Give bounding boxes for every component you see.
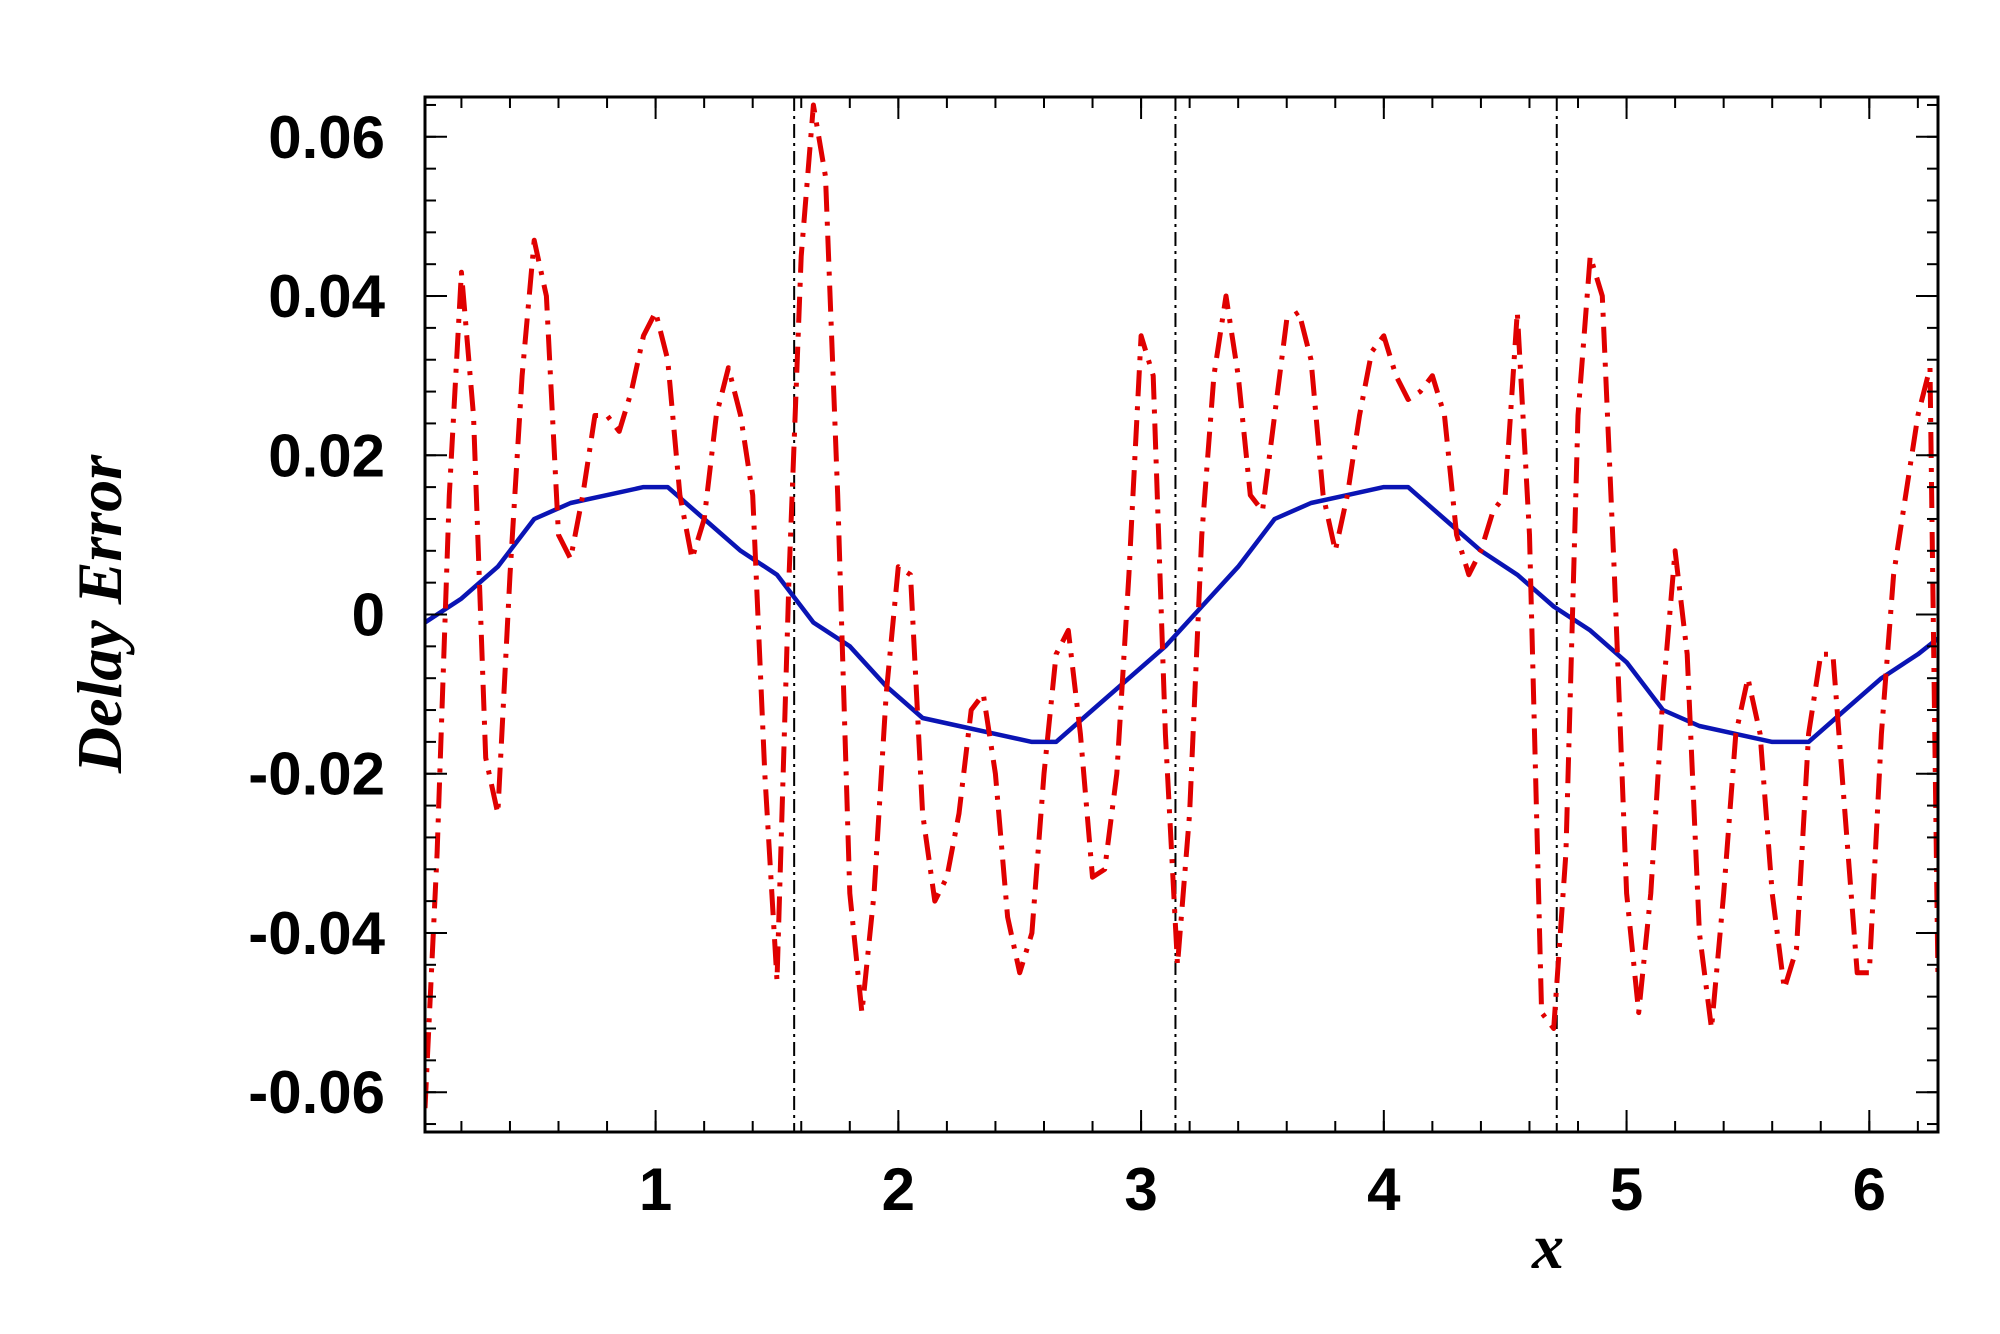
x-tick-label: 2: [882, 1156, 915, 1223]
y-tick-label: -0.02: [248, 741, 385, 808]
y-tick-label: 0.06: [268, 104, 385, 171]
x-tick-label: 3: [1124, 1156, 1157, 1223]
x-axis-ticks: 1 2 3 4 5 6: [460, 97, 1919, 1223]
plot-area-border: [423, 95, 1940, 1134]
y-axis-title: Delay Error: [64, 454, 135, 774]
series-line-dash-dot: [425, 102, 1938, 1109]
x-tick-label: 5: [1610, 1156, 1643, 1223]
x-tick-label: 1: [639, 1156, 672, 1223]
y-axis-ticks: 0.06 0.04 0.02 0 -0.02 -0.04 -0.06: [248, 104, 1938, 1126]
series-line-solid: [425, 484, 1938, 745]
series-group: [425, 102, 1938, 1109]
y-tick-label: 0.04: [268, 263, 385, 330]
x-tick-label: 4: [1367, 1156, 1401, 1223]
y-tick-label: 0.02: [268, 422, 385, 489]
vertical-reference-lines: [793, 97, 1558, 1132]
y-tick-label: -0.06: [248, 1059, 385, 1126]
y-tick-label: 0: [352, 582, 385, 649]
x-tick-label: 6: [1853, 1156, 1886, 1223]
plot-frame: [423, 95, 1940, 1134]
x-axis-title: x: [1531, 1211, 1564, 1282]
y-tick-label: -0.04: [248, 900, 385, 967]
